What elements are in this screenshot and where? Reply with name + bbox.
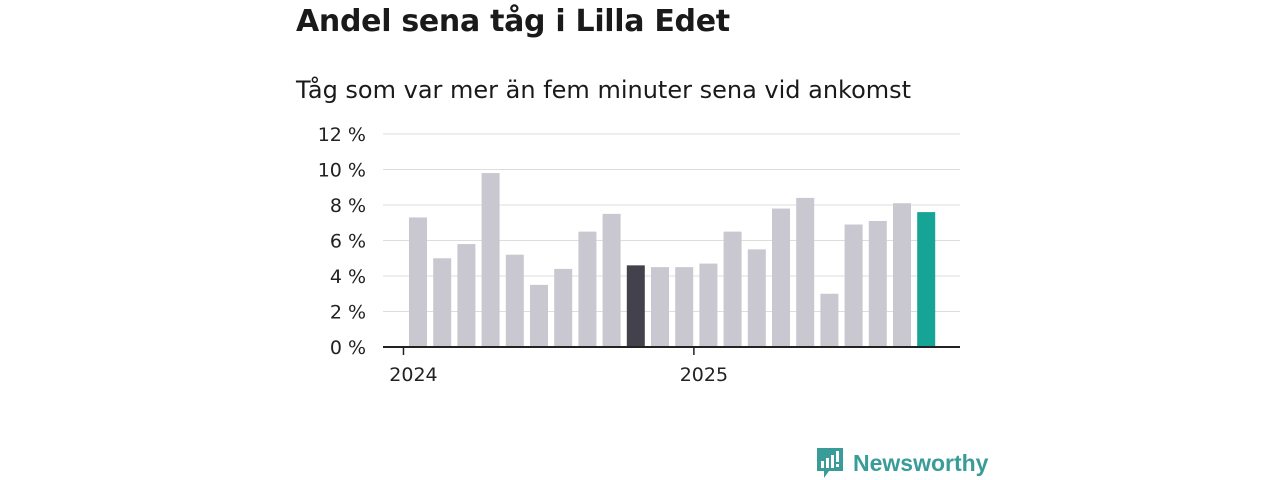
bar [723,231,742,347]
bar [868,220,887,347]
y-tick-label: 4 % [330,266,366,288]
y-tick-label: 0 % [330,337,366,359]
bar [844,224,863,347]
bar [457,244,476,347]
bar [554,268,573,347]
bar [675,267,694,347]
y-tick-label: 6 % [330,231,366,253]
newsworthy-logo-icon [817,448,843,478]
y-tick-label: 12 % [318,124,366,146]
x-tick-label: 2024 [389,364,437,386]
brand-name: Newsworthy [853,449,989,476]
bar [796,197,815,347]
bars [409,173,936,347]
bar [530,284,548,347]
bar [772,208,790,347]
gridlines [383,133,960,312]
y-tick-label: 2 % [330,302,366,324]
bar [409,217,427,347]
bar [917,212,936,347]
chart-subtitle: Tåg som var mer än fem minuter sena vid … [296,76,912,104]
bar [699,263,718,347]
x-tick-label: 2025 [680,364,728,386]
bar [481,173,500,347]
bar [626,265,645,347]
bar [578,231,597,347]
bar [433,258,452,347]
axes: 0 % 2 % 4 % 6 % 8 % 10 % 12 % 2024 2025 [318,124,960,386]
bar [602,213,621,347]
bar [505,254,524,347]
y-tick-label: 10 % [318,160,366,182]
chart-title: Andel sena tåg i Lilla Edet [296,4,730,39]
newsworthy-brand: Newsworthy [815,446,988,480]
y-tick-label: 8 % [330,195,366,217]
bar [747,249,766,347]
bar [820,293,839,347]
bar [651,267,669,347]
bar [893,203,911,347]
